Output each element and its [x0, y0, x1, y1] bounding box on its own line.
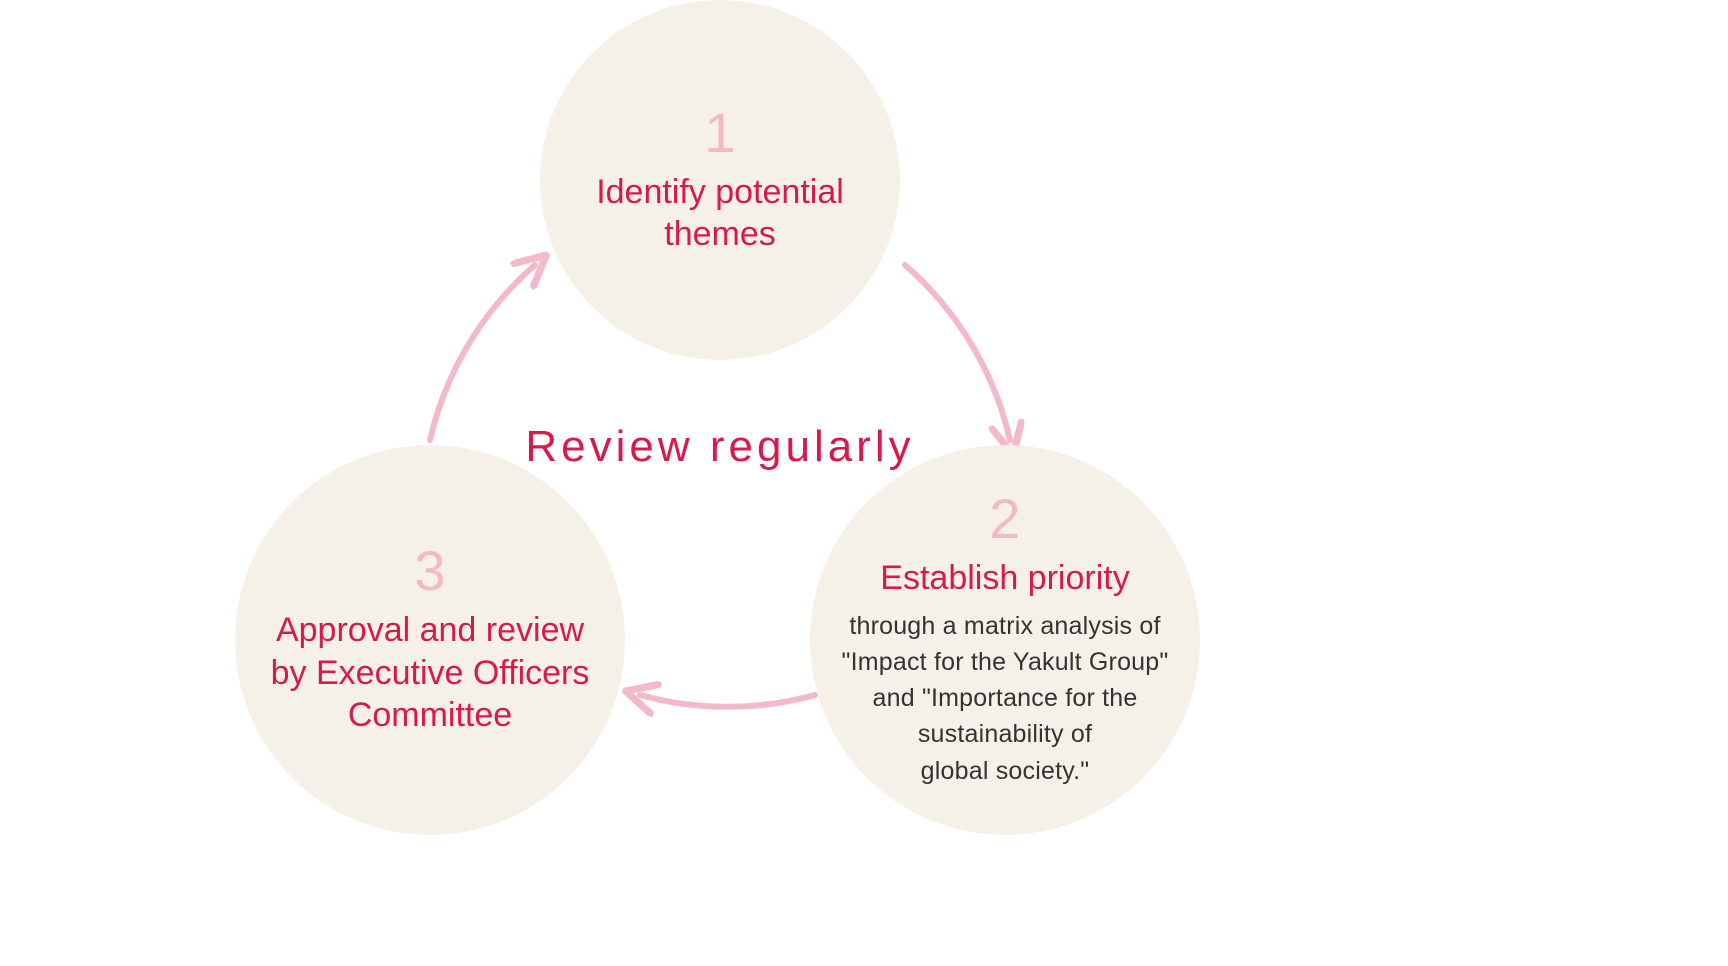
- arrow-2-to-3: [640, 695, 815, 707]
- cycle-diagram: 1 Identify potential themes 2 Establish …: [0, 0, 1728, 966]
- arrow-3-to-1: [430, 265, 535, 440]
- node-3-title: Approval and review by Executive Officer…: [271, 609, 590, 737]
- node-2: 2 Establish priority through a matrix an…: [810, 445, 1200, 835]
- node-3-number: 3: [414, 543, 445, 599]
- node-1-title: Identify potential themes: [596, 171, 844, 256]
- node-2-number: 2: [989, 491, 1020, 547]
- node-1: 1 Identify potential themes: [540, 0, 900, 360]
- arrow-1-to-2: [905, 265, 1010, 440]
- node-3: 3 Approval and review by Executive Offic…: [235, 445, 625, 835]
- node-2-title: Establish priority: [880, 557, 1129, 600]
- node-2-description: through a matrix analysis of "Impact for…: [842, 608, 1169, 789]
- center-label: Review regularly: [525, 422, 914, 472]
- node-1-number: 1: [704, 105, 735, 161]
